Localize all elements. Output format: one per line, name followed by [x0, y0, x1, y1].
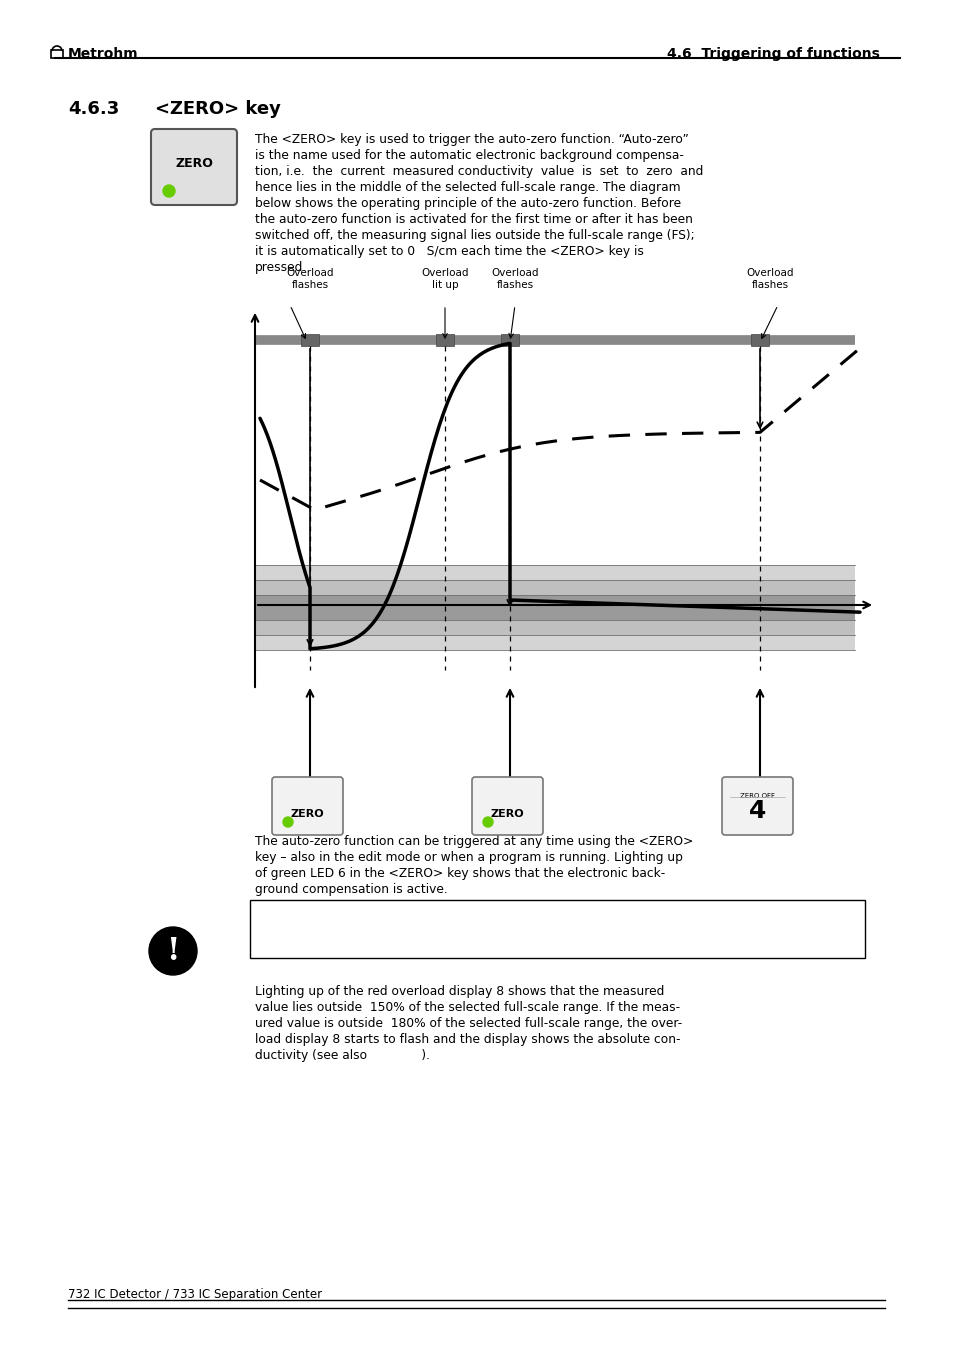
Text: <ZERO> key: <ZERO> key	[154, 100, 280, 118]
Circle shape	[149, 927, 196, 975]
Text: value lies outside  150% of the selected full-scale range. If the meas-: value lies outside 150% of the selected …	[254, 1001, 679, 1015]
Bar	[250, 900, 864, 958]
Text: ZERO: ZERO	[490, 809, 524, 819]
Circle shape	[482, 817, 493, 827]
Text: pressed.: pressed.	[254, 261, 307, 274]
Text: the auto-zero function is activated for the first time or after it has been: the auto-zero function is activated for …	[254, 213, 692, 226]
Text: Overload
lit up: Overload lit up	[421, 269, 468, 290]
Text: !: !	[166, 935, 179, 966]
Text: switched off, the measuring signal lies outside the full-scale range (FS);: switched off, the measuring signal lies …	[254, 230, 694, 242]
Bar	[500, 334, 518, 346]
Bar	[51, 50, 63, 58]
Text: 4.6  Triggering of functions: 4.6 Triggering of functions	[666, 47, 879, 61]
Bar	[750, 334, 768, 346]
Circle shape	[163, 185, 174, 197]
Bar	[301, 334, 318, 346]
Text: ZERO: ZERO	[291, 809, 324, 819]
Text: hence lies in the middle of the selected full-scale range. The diagram: hence lies in the middle of the selected…	[254, 181, 679, 195]
Text: load display 8 starts to flash and the display shows the absolute con-: load display 8 starts to flash and the d…	[254, 1034, 679, 1046]
Text: ductivity (see also              ).: ductivity (see also ).	[254, 1048, 430, 1062]
Text: ured value is outside  180% of the selected full-scale range, the over-: ured value is outside 180% of the select…	[254, 1017, 681, 1029]
Bar	[254, 565, 854, 650]
FancyBboxPatch shape	[151, 128, 236, 205]
Text: of green LED 6 in the <ZERO> key shows that the electronic back-: of green LED 6 in the <ZERO> key shows t…	[254, 867, 664, 880]
Text: Overload
flashes: Overload flashes	[491, 269, 538, 290]
Text: Lighting up of the red overload display 8 shows that the measured: Lighting up of the red overload display …	[254, 985, 663, 998]
Bar	[436, 334, 454, 346]
Text: The auto-zero function can be triggered at any time using the <ZERO>: The auto-zero function can be triggered …	[254, 835, 693, 848]
Circle shape	[283, 817, 293, 827]
Text: ground compensation is active.: ground compensation is active.	[254, 884, 447, 896]
Text: Overload
flashes: Overload flashes	[745, 269, 793, 290]
Text: 732 IC Detector / 733 IC Separation Center: 732 IC Detector / 733 IC Separation Cent…	[68, 1288, 322, 1301]
Bar	[254, 594, 854, 620]
Text: The <ZERO> key is used to trigger the auto-zero function. “Auto-zero”: The <ZERO> key is used to trigger the au…	[254, 132, 688, 146]
FancyBboxPatch shape	[472, 777, 542, 835]
Text: tion, i.e.  the  current  measured conductivity  value  is  set  to  zero  and: tion, i.e. the current measured conducti…	[254, 165, 702, 178]
Text: 4.6.3: 4.6.3	[68, 100, 119, 118]
Text: is the name used for the automatic electronic background compensa-: is the name used for the automatic elect…	[254, 149, 683, 162]
FancyBboxPatch shape	[272, 777, 343, 835]
Text: 4: 4	[748, 798, 765, 823]
Text: ZERO: ZERO	[175, 157, 213, 170]
Text: Metrohm: Metrohm	[68, 47, 138, 61]
Text: Overload
flashes: Overload flashes	[286, 269, 334, 290]
Text: key – also in the edit mode or when a program is running. Lighting up: key – also in the edit mode or when a pr…	[254, 851, 682, 865]
Text: it is automatically set to 0   S/cm each time the <ZERO> key is: it is automatically set to 0 S/cm each t…	[254, 245, 643, 258]
Text: ZERO OFF: ZERO OFF	[740, 793, 774, 798]
Text: below shows the operating principle of the auto-zero function. Before: below shows the operating principle of t…	[254, 197, 680, 209]
FancyBboxPatch shape	[721, 777, 792, 835]
Bar	[254, 580, 854, 635]
